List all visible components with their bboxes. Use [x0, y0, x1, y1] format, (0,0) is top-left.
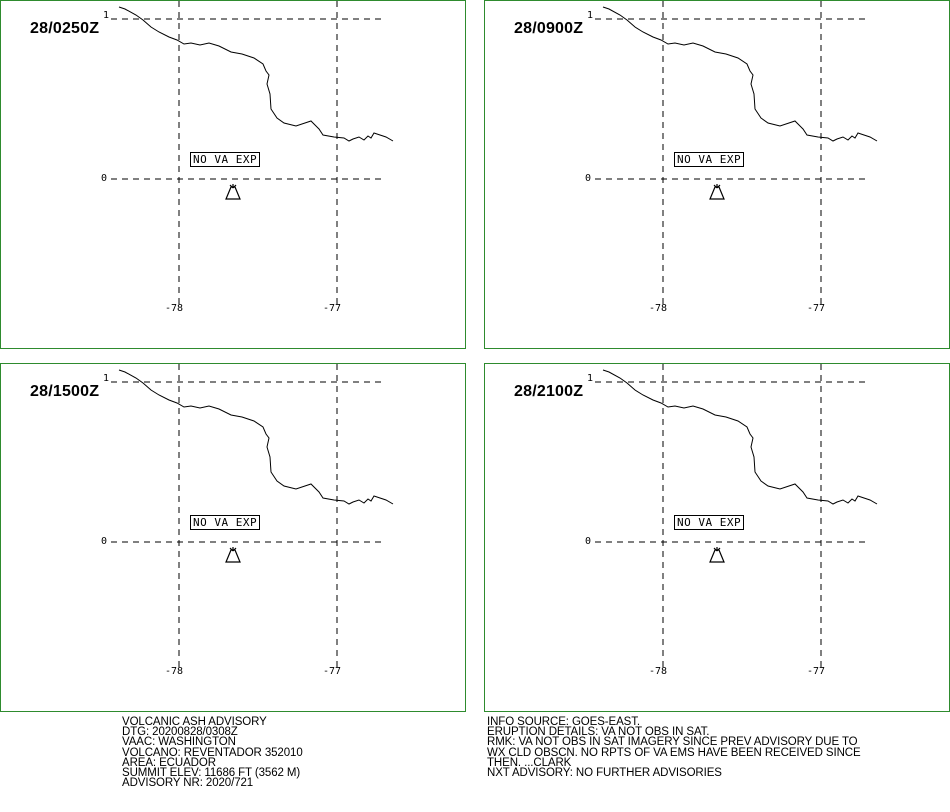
lat-label: 0: [101, 173, 108, 184]
advisory-line: VOLCANO: REVENTADOR 352010: [122, 746, 303, 759]
advisory-line: DTG: 20200828/0308Z: [122, 726, 238, 739]
advisory-line: RMK: VA NOT OBS IN SAT IMAGERY SINCE PRE…: [487, 736, 858, 749]
advisory-line: THEN. ...CLARK: [487, 756, 572, 769]
advisory-left-block: VOLCANIC ASH ADVISORY DTG: 20200828/0308…: [122, 716, 303, 790]
coastline-line: [602, 6, 878, 142]
advisory-line: ADVISORY NR: 2020/721: [122, 777, 254, 790]
panel-time: 28/0250Z: [30, 20, 100, 37]
map-graphic: [595, 364, 878, 669]
volcano-icon: [225, 547, 241, 563]
panel-time: 28/1500Z: [30, 383, 100, 400]
advisory-line: WX CLD OBSCN. NO RPTS OF VA EMS HAVE BEE…: [487, 746, 861, 759]
advisory-line: VAAC: WASHINGTON: [122, 736, 236, 749]
advisory-line: AREA: ECUADOR: [122, 756, 216, 769]
advisory-line: INFO SOURCE: GOES-EAST.: [487, 716, 640, 728]
map-panel-1: 28/0250Z 1 NO VA EXP 0 -78 -77: [0, 0, 466, 349]
lon-label-east: -77: [323, 666, 342, 677]
panel-time: 28/2100Z: [514, 383, 584, 400]
map-panel-3: 28/1500Z 1 NO VA EXP 0 -78 -77: [0, 363, 466, 712]
volcano-icon: [225, 184, 241, 200]
coastline-line: [602, 369, 878, 505]
lon-label-west: -78: [649, 666, 668, 677]
status-label: NO VA EXP: [674, 152, 745, 167]
volcano-icon: [709, 184, 725, 200]
lat-top-label: 1: [587, 10, 594, 21]
lon-label-west: -78: [165, 666, 184, 677]
map-graphic: [111, 364, 394, 669]
advisory-line: VOLCANIC ASH ADVISORY: [122, 716, 267, 728]
coastline-line: [118, 6, 394, 142]
lat-label: 0: [585, 173, 592, 184]
lon-label-west: -78: [649, 303, 668, 314]
advisory-line: SUMMIT ELEV: 11686 FT (3562 M): [122, 766, 301, 779]
lon-label-east: -77: [807, 303, 826, 314]
status-label: NO VA EXP: [190, 152, 261, 167]
advisory-right-block: INFO SOURCE: GOES-EAST. ERUPTION DETAILS…: [487, 716, 861, 779]
lat-label: 0: [585, 536, 592, 547]
lat-top-label: 1: [103, 373, 110, 384]
map-graphic: [111, 1, 394, 306]
status-label: NO VA EXP: [674, 515, 745, 530]
lon-label-west: -78: [165, 303, 184, 314]
lat-top-label: 1: [587, 373, 594, 384]
coastline-line: [118, 369, 394, 505]
lat-label: 0: [101, 536, 108, 547]
lat-top-label: 1: [103, 10, 110, 21]
map-panel-2: 28/0900Z 1 NO VA EXP 0 -78 -77: [484, 0, 950, 349]
panel-time: 28/0900Z: [514, 20, 584, 37]
map-graphic: [595, 1, 878, 306]
lon-label-east: -77: [807, 666, 826, 677]
volcano-icon: [709, 547, 725, 563]
status-label: NO VA EXP: [190, 515, 261, 530]
advisory-line: ERUPTION DETAILS: VA NOT OBS IN SAT.: [487, 726, 710, 739]
advisory-line: NXT ADVISORY: NO FURTHER ADVISORIES: [487, 766, 722, 779]
lon-label-east: -77: [323, 303, 342, 314]
map-panel-4: 28/2100Z 1 NO VA EXP 0 -78 -77: [484, 363, 950, 712]
